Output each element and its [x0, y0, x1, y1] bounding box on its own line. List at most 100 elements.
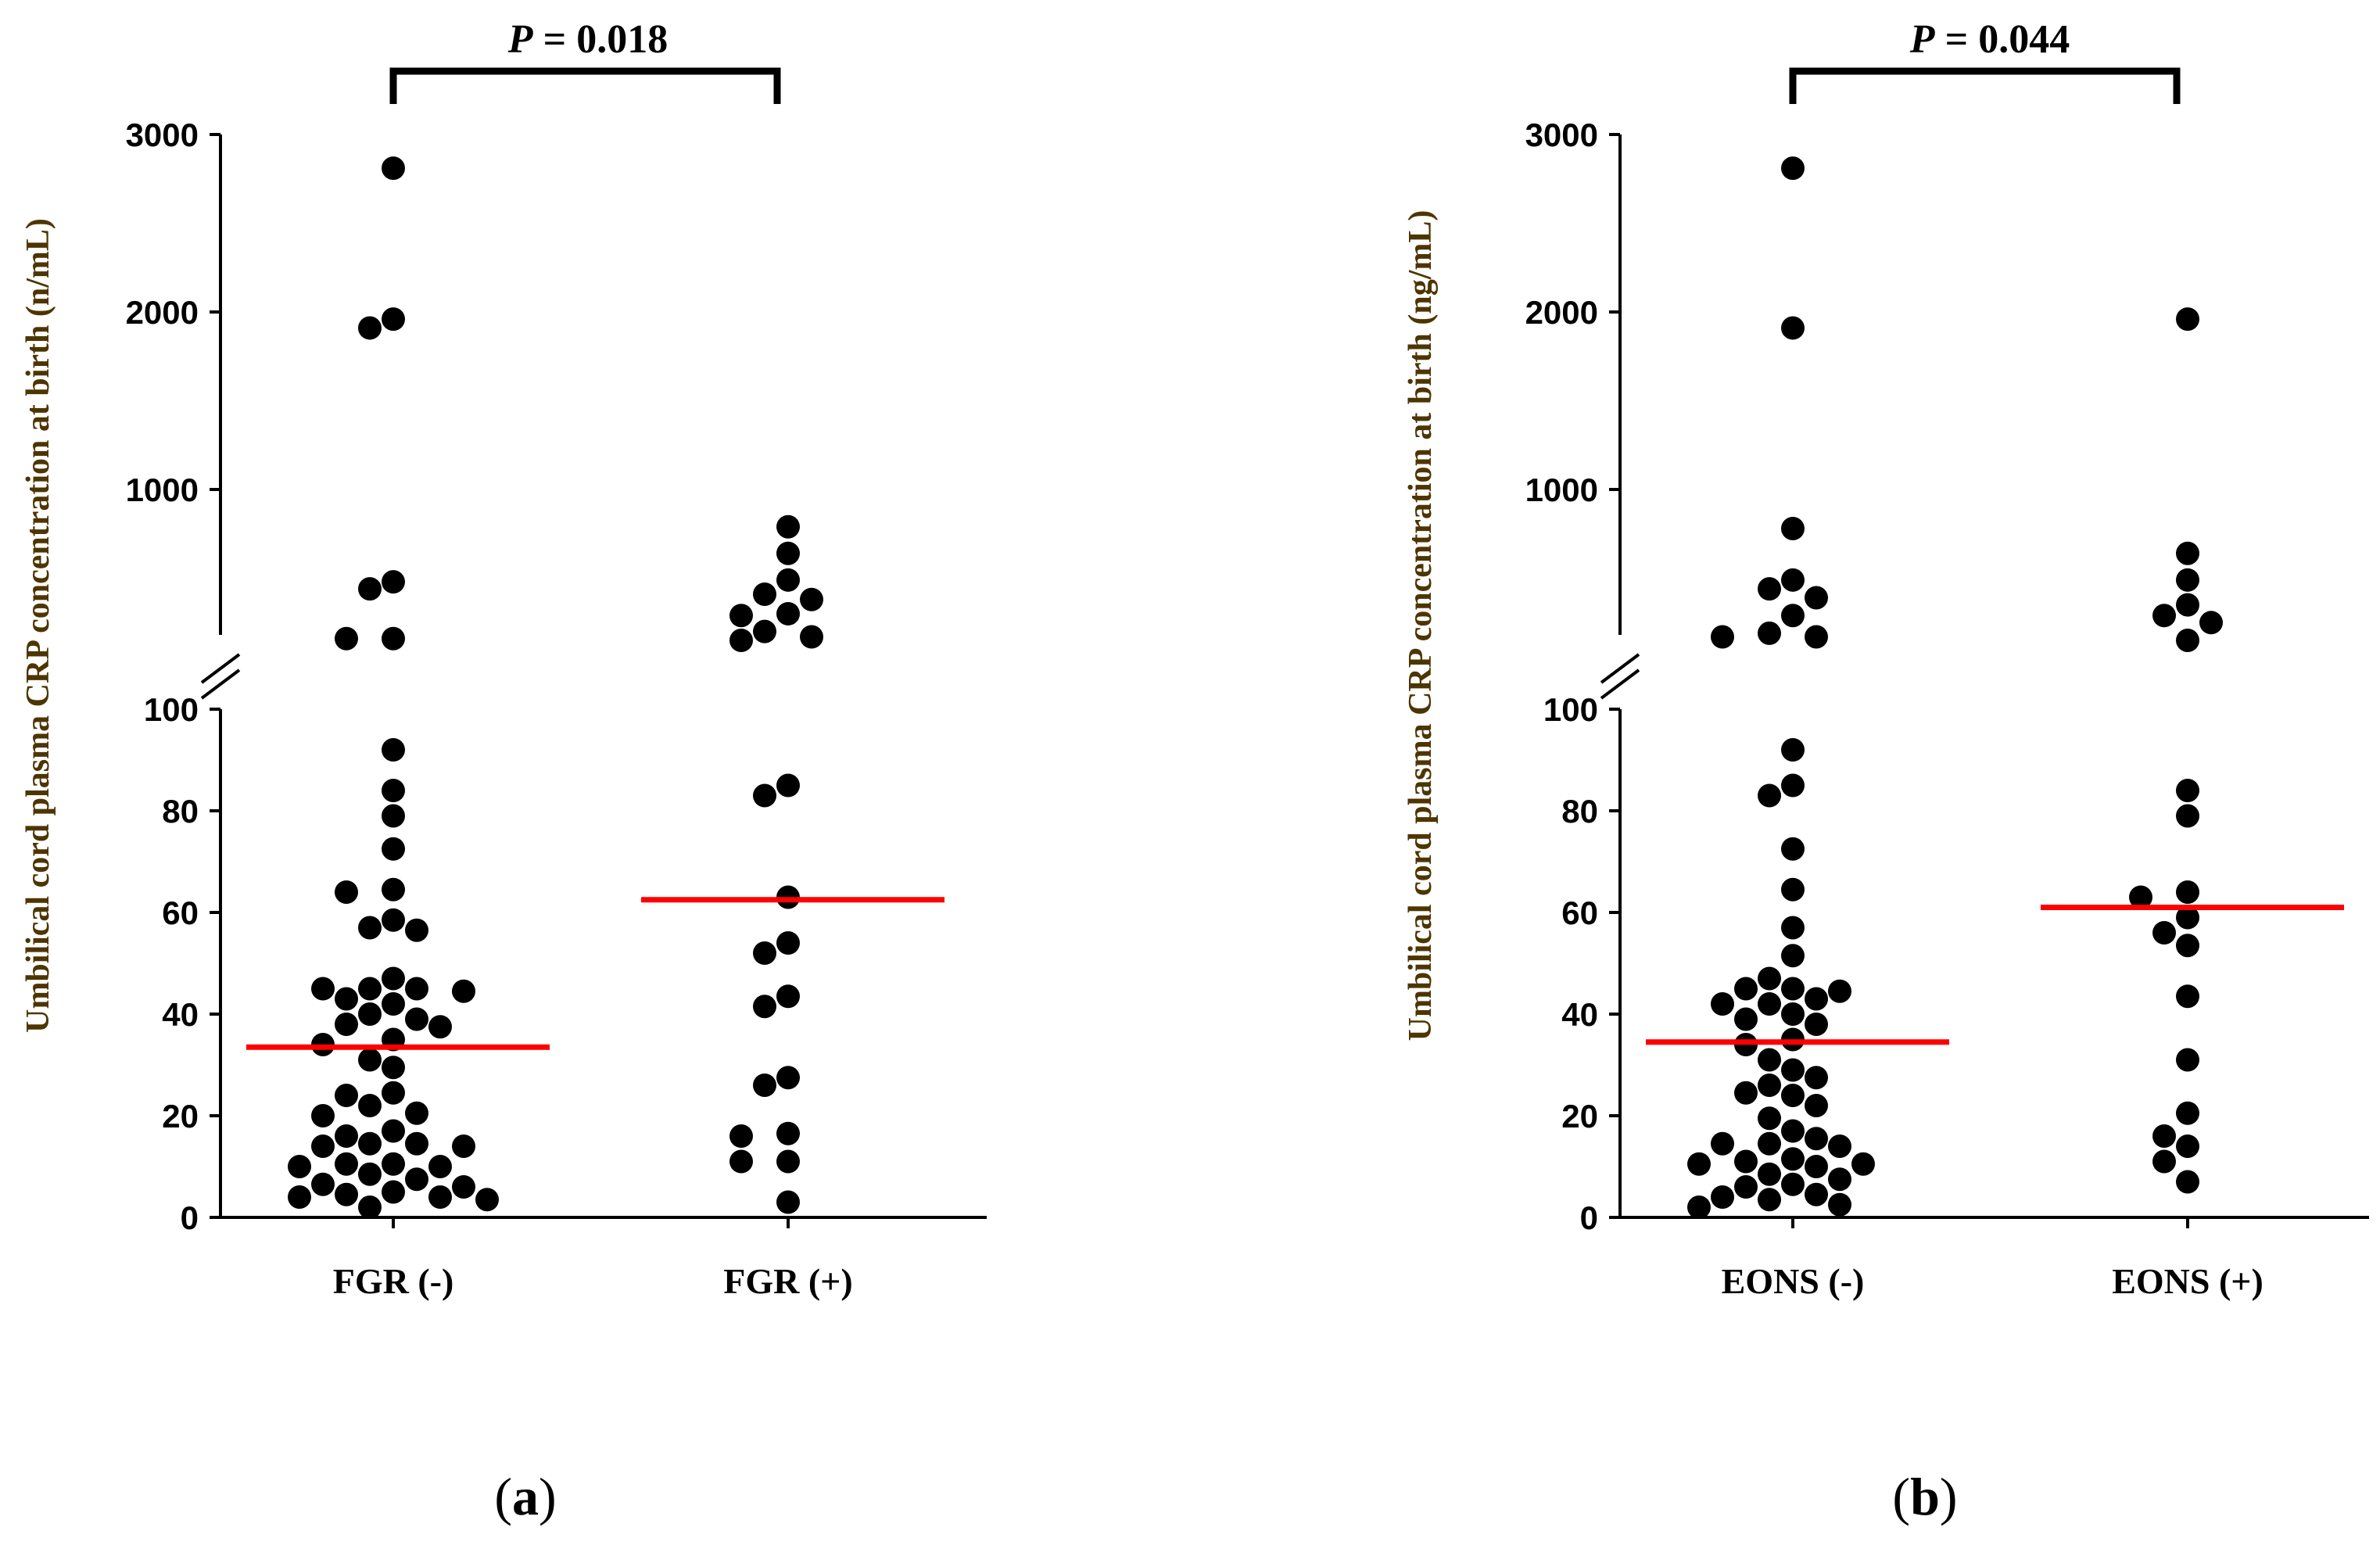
chart-panel-b: Umbilical cord plasma CRP concentration … — [1403, 17, 2369, 1526]
data-point — [358, 577, 382, 601]
y-tick-label: 100 — [1543, 691, 1598, 728]
data-point — [729, 1124, 753, 1148]
data-point — [1805, 625, 1828, 649]
data-point — [335, 1084, 358, 1107]
data-point — [405, 918, 428, 942]
data-point — [2176, 1170, 2199, 1194]
data-point — [405, 1131, 428, 1156]
y-tick-label: 0 — [181, 1199, 199, 1236]
data-point — [1711, 1131, 1734, 1156]
data-point — [2199, 611, 2223, 635]
data-point — [776, 984, 800, 1009]
data-point — [2129, 885, 2152, 909]
data-point — [1828, 1192, 1851, 1217]
data-point — [1781, 604, 1805, 628]
y-tick-label: 100 — [144, 691, 199, 728]
data-point — [2152, 1124, 2176, 1148]
panel-label-letter: a — [512, 1467, 539, 1526]
y-tick-label: 0 — [1580, 1199, 1598, 1236]
data-point — [1805, 987, 1828, 1011]
panel-label-close: ) — [1940, 1467, 1958, 1526]
data-point — [335, 1124, 358, 1148]
data-point — [1781, 1147, 1805, 1171]
y-tick-label: 60 — [1561, 894, 1598, 931]
data-point — [405, 1007, 428, 1031]
y-tick-label: 80 — [1561, 793, 1598, 830]
x-tick-label: EONS (+) — [2112, 1261, 2264, 1301]
data-point — [1758, 1048, 1781, 1072]
data-point — [776, 1190, 800, 1214]
data-point — [1711, 992, 1734, 1016]
data-point — [1828, 1167, 1851, 1192]
data-point — [288, 1155, 311, 1178]
data-point — [382, 966, 405, 991]
data-point — [1734, 1149, 1758, 1174]
data-point — [382, 908, 405, 932]
data-point — [1758, 1162, 1781, 1186]
data-point — [1758, 783, 1781, 808]
data-point — [800, 587, 823, 611]
data-point — [382, 779, 405, 802]
data-point — [1805, 1127, 1828, 1151]
data-point — [2152, 604, 2176, 628]
chart-panel-a: Umbilical cord plasma CRP concentration … — [20, 17, 987, 1526]
p-value-label: P = 0.044 — [1909, 17, 2070, 62]
data-point — [753, 995, 776, 1019]
data-point — [1851, 1152, 1875, 1176]
data-point — [2176, 307, 2199, 332]
data-point — [382, 626, 405, 651]
data-point — [452, 1135, 475, 1158]
data-point — [1758, 966, 1781, 991]
data-point — [753, 582, 776, 606]
data-point — [452, 979, 475, 1003]
data-point — [358, 977, 382, 1001]
data-point — [1805, 586, 1828, 610]
data-point — [2176, 880, 2199, 904]
y-tick-label: 3000 — [126, 117, 199, 153]
panel-label: (b) — [1892, 1467, 1957, 1526]
data-point — [1781, 916, 1805, 940]
data-point — [335, 1013, 358, 1036]
data-point — [2176, 593, 2199, 617]
data-point — [335, 1182, 358, 1206]
data-point — [1781, 568, 1805, 592]
significance-bracket — [389, 67, 781, 104]
data-point — [358, 916, 382, 940]
data-point — [1781, 156, 1805, 181]
data-point — [1781, 516, 1805, 540]
p-value-label: P = 0.018 — [507, 17, 668, 62]
data-point — [2152, 1149, 2176, 1174]
data-point — [2176, 1048, 2199, 1072]
data-point — [1828, 1135, 1851, 1158]
data-point — [1805, 1094, 1828, 1117]
data-point — [1781, 877, 1805, 902]
p-value-symbol: P — [507, 17, 534, 62]
data-point — [428, 1185, 452, 1209]
data-point — [382, 1119, 405, 1143]
data-point — [1805, 1155, 1828, 1178]
data-point — [382, 1180, 405, 1204]
data-point — [776, 514, 800, 539]
y-tick-label: 2000 — [1525, 294, 1598, 331]
data-point — [2176, 804, 2199, 828]
axis-break-mark — [1600, 653, 1640, 684]
data-point — [1805, 1066, 1828, 1090]
data-point — [1758, 621, 1781, 645]
data-point — [2176, 1101, 2199, 1125]
data-point — [1781, 837, 1805, 861]
data-point — [2176, 779, 2199, 802]
y-axis-label: Umbilical cord plasma CRP concentration … — [1403, 210, 1439, 1041]
data-point — [1758, 992, 1781, 1016]
y-tick-label: 2000 — [126, 294, 199, 331]
data-point — [382, 992, 405, 1016]
data-point — [382, 1056, 405, 1080]
data-point — [335, 1152, 358, 1176]
data-point — [2176, 568, 2199, 592]
data-point — [753, 941, 776, 965]
data-point — [729, 629, 753, 652]
data-point — [729, 604, 753, 628]
data-point — [1758, 1131, 1781, 1156]
data-point — [2176, 541, 2199, 565]
data-point — [776, 773, 800, 798]
data-point — [1781, 977, 1805, 1001]
